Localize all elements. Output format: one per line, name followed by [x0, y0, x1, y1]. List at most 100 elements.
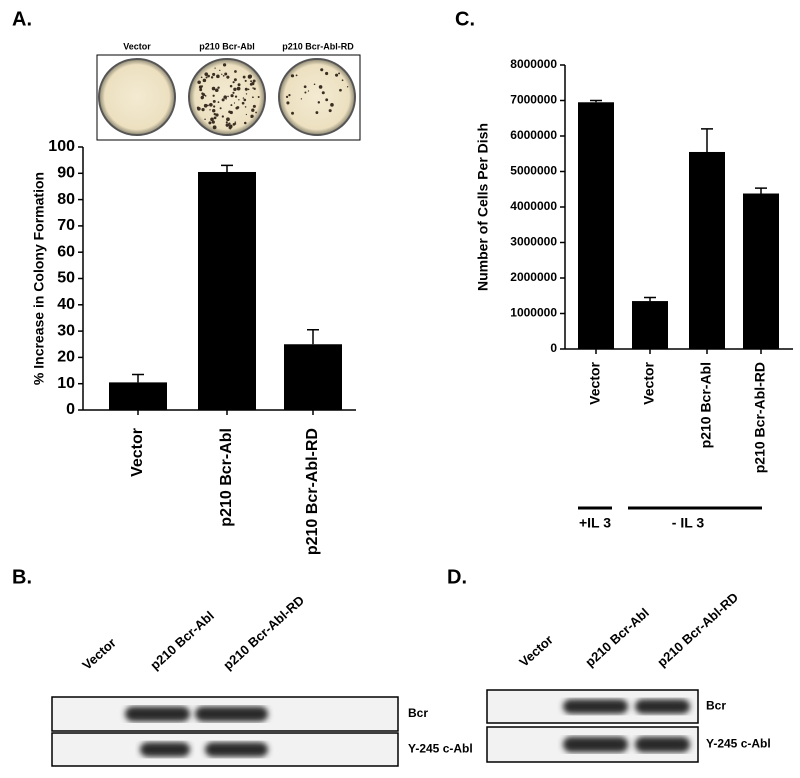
colony — [338, 72, 341, 75]
colony — [204, 94, 207, 97]
colony — [210, 117, 214, 122]
y-tick-label: 50 — [57, 270, 75, 287]
colony — [212, 109, 216, 113]
colony — [217, 101, 220, 104]
colony — [214, 67, 216, 69]
y-tick-label: 100 — [48, 138, 75, 155]
colony — [215, 113, 219, 117]
row-label: Y-245 c-Abl — [408, 742, 473, 756]
blot-band — [563, 699, 628, 714]
colony — [208, 121, 212, 125]
colony — [252, 104, 256, 108]
colony — [211, 86, 216, 91]
y-tick-label: 0 — [66, 401, 75, 418]
row-label: Bcr — [408, 706, 428, 720]
colony — [196, 106, 200, 110]
error-bar — [221, 164, 233, 172]
colony — [230, 94, 234, 98]
colony — [217, 86, 220, 89]
y-tick-label: 30 — [57, 322, 75, 339]
colony — [214, 88, 219, 93]
y-tick-label: 5000000 — [510, 164, 557, 178]
lane-label: p210 Bcr-Abl — [147, 608, 217, 673]
colony — [238, 99, 240, 101]
colony — [251, 108, 255, 112]
error-bar — [132, 373, 144, 383]
colony — [244, 106, 247, 108]
dish — [98, 58, 176, 136]
colony — [300, 98, 303, 100]
x-tick-label: Vector — [641, 361, 657, 404]
error-bar — [701, 128, 713, 152]
bar — [284, 344, 342, 410]
colony — [244, 121, 247, 125]
lane-label: p210 Bcr-Abl-RD — [654, 590, 741, 670]
colony — [228, 122, 231, 125]
colony — [320, 68, 324, 72]
panel-label: D. — [447, 566, 467, 588]
colony — [197, 80, 201, 85]
colony — [252, 79, 256, 83]
colony — [211, 120, 215, 124]
colony — [330, 103, 334, 107]
group-label: +IL 3 — [579, 515, 611, 531]
colony — [219, 69, 221, 72]
panel-label: A. — [12, 8, 32, 30]
colony — [346, 86, 349, 88]
colony — [201, 92, 204, 95]
y-tick-label: 80 — [57, 191, 75, 208]
colony — [201, 108, 205, 112]
colony — [236, 106, 240, 109]
colony — [210, 76, 214, 79]
y-tick-label: 6000000 — [510, 128, 557, 142]
colony — [205, 76, 208, 79]
y-tick-label: 2000000 — [510, 270, 557, 284]
colony — [223, 95, 227, 99]
colony — [234, 88, 237, 91]
colony — [341, 79, 344, 82]
colony — [226, 117, 230, 122]
colony — [226, 75, 230, 79]
bar — [198, 171, 256, 410]
colony — [290, 74, 295, 78]
panel-label: C. — [455, 8, 475, 30]
x-tick-label: p210 Bcr-Abl-RD — [304, 428, 321, 555]
blot-band — [140, 742, 190, 757]
colony — [207, 104, 209, 107]
colony — [228, 124, 233, 129]
y-tick-label: 60 — [57, 243, 75, 260]
colony — [221, 115, 224, 118]
colony — [285, 95, 289, 98]
y-tick-label: 40 — [57, 296, 75, 313]
blot-band — [563, 736, 628, 753]
colony — [221, 73, 223, 75]
colony — [233, 102, 236, 104]
colony — [241, 101, 245, 105]
bar — [743, 193, 779, 349]
colony — [321, 91, 325, 95]
y-tick-label: 20 — [57, 349, 75, 366]
colony — [212, 72, 216, 76]
colony — [219, 107, 222, 110]
colonies — [196, 63, 349, 130]
colony — [200, 76, 203, 79]
colony — [234, 95, 238, 98]
colony — [242, 97, 245, 99]
x-tick-label: Vector — [129, 428, 146, 477]
x-tick-label: p210 Bcr-Abl-RD — [752, 362, 768, 473]
colony — [252, 87, 254, 89]
lane-label: p210 Bcr-Abl-RD — [220, 593, 307, 673]
y-tick-label: 10 — [57, 375, 75, 392]
colony — [237, 83, 241, 87]
colony — [286, 101, 290, 105]
colony — [233, 78, 237, 82]
colony — [207, 74, 210, 78]
colony — [212, 99, 216, 103]
colony — [213, 105, 216, 108]
y-tick-label: 90 — [57, 165, 75, 182]
lane-label: Vector — [516, 632, 556, 670]
colony — [230, 104, 233, 107]
x-tick-label: p210 Bcr-Abl — [698, 362, 714, 448]
blot-band — [205, 742, 268, 757]
